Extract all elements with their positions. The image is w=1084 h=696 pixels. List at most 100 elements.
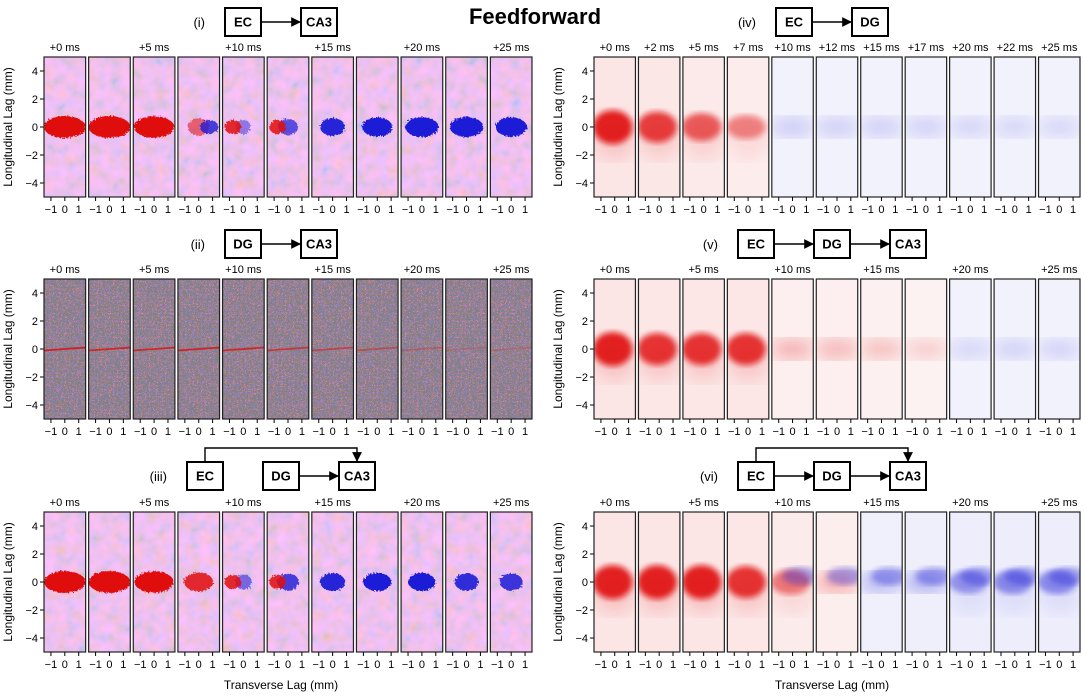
x-tick-label-iv-6-2: 1 xyxy=(892,204,898,216)
subplot-ii-3: −1 0 1 xyxy=(177,278,221,438)
y-tick-label-vi-0: 4 xyxy=(582,521,588,533)
x-tick-label-v-8-2: 1 xyxy=(981,426,987,438)
trace-ii-6 xyxy=(311,346,354,352)
subplot-i-8: +20 ms −1 0 1 xyxy=(400,42,444,216)
subplot-v-2: +5 ms −1 0 1 xyxy=(682,264,725,438)
x-tick-label-iii-10-0: −1 xyxy=(491,659,504,671)
x-tick-label-v-9-1: 0 xyxy=(1012,426,1018,438)
pathway-vi-ec-box xyxy=(737,461,775,491)
x-tick-label-v-8-0: −1 xyxy=(950,426,963,438)
x-tick-label-ii-6-2: 1 xyxy=(343,426,349,438)
x-tick-label-v-8-1: 0 xyxy=(967,426,973,438)
x-tick-label-iv-6-0: −1 xyxy=(861,204,874,216)
x-tick-label-iii-10-1: 0 xyxy=(508,659,514,671)
x-tick-label-vi-10-0: −1 xyxy=(1039,659,1052,671)
x-tick-label-iii-8-2: 1 xyxy=(433,659,439,671)
subplot-iv-4: +10 ms −1 0 1 xyxy=(771,42,814,216)
blob-pos-i-4 xyxy=(224,120,242,134)
x-tick-label-ii-4-2: 1 xyxy=(254,426,260,438)
x-tick-label-vi-9-1: 0 xyxy=(1012,659,1018,671)
subplot-iv-2: +5 ms −1 0 1 xyxy=(682,42,725,216)
panel-v: Longitudinal Lag (mm) 420−2−4+0 ms−1 0 1 −1 0… xyxy=(551,264,1081,438)
subplot-v-4: +10 ms −1 0 1 xyxy=(771,264,814,438)
blob-neg-iii-10 xyxy=(499,573,523,591)
y-tick-label-v-3: −2 xyxy=(575,372,588,384)
pathway-ii-ca3-box xyxy=(300,229,338,259)
x-tick-label-iv-4-0: −1 xyxy=(772,204,785,216)
x-tick-label-ii-7-0: −1 xyxy=(357,426,370,438)
x-tick-label-i-2-0: −1 xyxy=(134,204,147,216)
subplot-ii-9: −1 0 1 xyxy=(445,278,488,438)
x-tick-label-i-10-0: −1 xyxy=(491,204,504,216)
subplot-vi-9: −1 0 1 xyxy=(993,511,1037,671)
subplot-ii-6: +15 ms −1 0 1 xyxy=(311,264,355,438)
blob-v-5 xyxy=(816,339,858,359)
subplot-v-10: +25 ms −1 0 1 xyxy=(1037,264,1081,438)
x-tick-label-iii-3-0: −1 xyxy=(179,659,192,671)
time-label-i-4: +10 ms xyxy=(225,42,262,54)
figure-title: Feedforward xyxy=(469,4,601,29)
x-tick-label-i-0-1: 0 xyxy=(62,204,68,216)
x-tick-label-ii-4-0: −1 xyxy=(223,426,236,438)
x-tick-label-ii-5-0: −1 xyxy=(268,426,281,438)
subplot-iv-0: +0 ms −1 0 1 xyxy=(593,42,637,216)
pathway-diagram-iv: EC DG (iv) xyxy=(738,7,889,37)
x-tick-label-i-8-1: 0 xyxy=(419,204,425,216)
x-tick-label-i-6-2: 1 xyxy=(343,204,349,216)
x-tick-label-i-1-2: 1 xyxy=(120,204,126,216)
time-label-v-8: +20 ms xyxy=(952,264,989,276)
x-tick-label-iii-7-2: 1 xyxy=(388,659,394,671)
time-label-i-2: +5 ms xyxy=(139,42,170,54)
x-tick-label-ii-0-0: −1 xyxy=(45,426,58,438)
x-tick-label-ii-10-0: −1 xyxy=(491,426,504,438)
x-tick-label-iv-9-1: 0 xyxy=(1012,204,1018,216)
x-tick-label-vi-1-1: 0 xyxy=(656,659,662,671)
x-tick-label-iv-1-0: −1 xyxy=(639,204,652,216)
x-tick-label-ii-9-1: 0 xyxy=(463,426,469,438)
x-tick-label-iii-7-1: 0 xyxy=(374,659,380,671)
subplot-iii-3: −1 0 1 xyxy=(177,511,221,671)
x-tick-label-iv-4-1: 0 xyxy=(789,204,795,216)
time-label-iv-0: +0 ms xyxy=(600,42,631,54)
time-label-iii-0: +0 ms xyxy=(50,497,81,509)
y-axis-label-ii: Longitudinal Lag (mm) xyxy=(1,289,15,408)
y-tick-label-ii-1: 2 xyxy=(32,316,38,328)
x-tick-label-iii-1-2: 1 xyxy=(120,659,126,671)
subplot-vi-4: +10 ms −1 0 1 xyxy=(771,497,814,671)
blob-v-10 xyxy=(1038,339,1080,359)
trace-ii-4 xyxy=(222,346,265,352)
panels: EC CA3 (i) Longitudinal Lag (mm) 4 2 0 −2 −4 +0 m… xyxy=(1,7,1081,671)
blob-neg-iii-8 xyxy=(408,572,436,592)
subplot-v-8: +20 ms −1 0 1 xyxy=(949,264,992,438)
x-tick-label-ii-9-2: 1 xyxy=(477,426,483,438)
x-tick-label-iv-9-0: −1 xyxy=(995,204,1008,216)
panel-ii: Longitudinal Lag (mm) 420−2−4+0 ms−1 0 1 −1 0… xyxy=(1,264,533,438)
x-axis-label-right: Transverse Lag (mm) xyxy=(775,678,889,692)
x-tick-label-v-9-0: −1 xyxy=(995,426,1008,438)
pathway-iii-ec-box-label: EC xyxy=(196,469,215,484)
blob-pos-i-5 xyxy=(269,120,286,134)
subplot-vi-7: −1 0 1 xyxy=(904,511,948,671)
pathway-v-dg-box-label: DG xyxy=(822,237,842,252)
x-tick-label-v-2-1: 0 xyxy=(701,426,707,438)
y-tick-label-v-4: −4 xyxy=(575,400,588,412)
x-tick-label-vi-5-1: 0 xyxy=(834,659,840,671)
time-label-iii-2: +5 ms xyxy=(139,497,170,509)
x-tick-label-i-0-2: 1 xyxy=(76,204,82,216)
x-tick-label-iv-5-2: 1 xyxy=(848,204,854,216)
time-label-iii-6: +15 ms xyxy=(314,497,351,509)
x-tick-label-v-1-0: −1 xyxy=(639,426,652,438)
time-label-i-6: +15 ms xyxy=(314,42,351,54)
x-tick-label-iv-3-1: 0 xyxy=(745,204,751,216)
y-tick-label-v-1: 2 xyxy=(582,316,588,328)
x-tick-label-iv-3-2: 1 xyxy=(759,204,765,216)
subplot-i-2: +5 ms −1 0 1 xyxy=(132,42,176,216)
x-tick-label-vi-4-2: 1 xyxy=(803,659,809,671)
subplot-iii-5: −1 0 1 xyxy=(266,511,310,671)
blob-iii-0 xyxy=(44,571,86,593)
subplot-vi-0: +0 ms −1 0 1 xyxy=(593,497,637,671)
x-tick-label-i-9-0: −1 xyxy=(446,204,459,216)
x-tick-label-ii-3-1: 0 xyxy=(196,426,202,438)
subplot-iv-6: +15 ms −1 0 1 xyxy=(860,42,903,216)
